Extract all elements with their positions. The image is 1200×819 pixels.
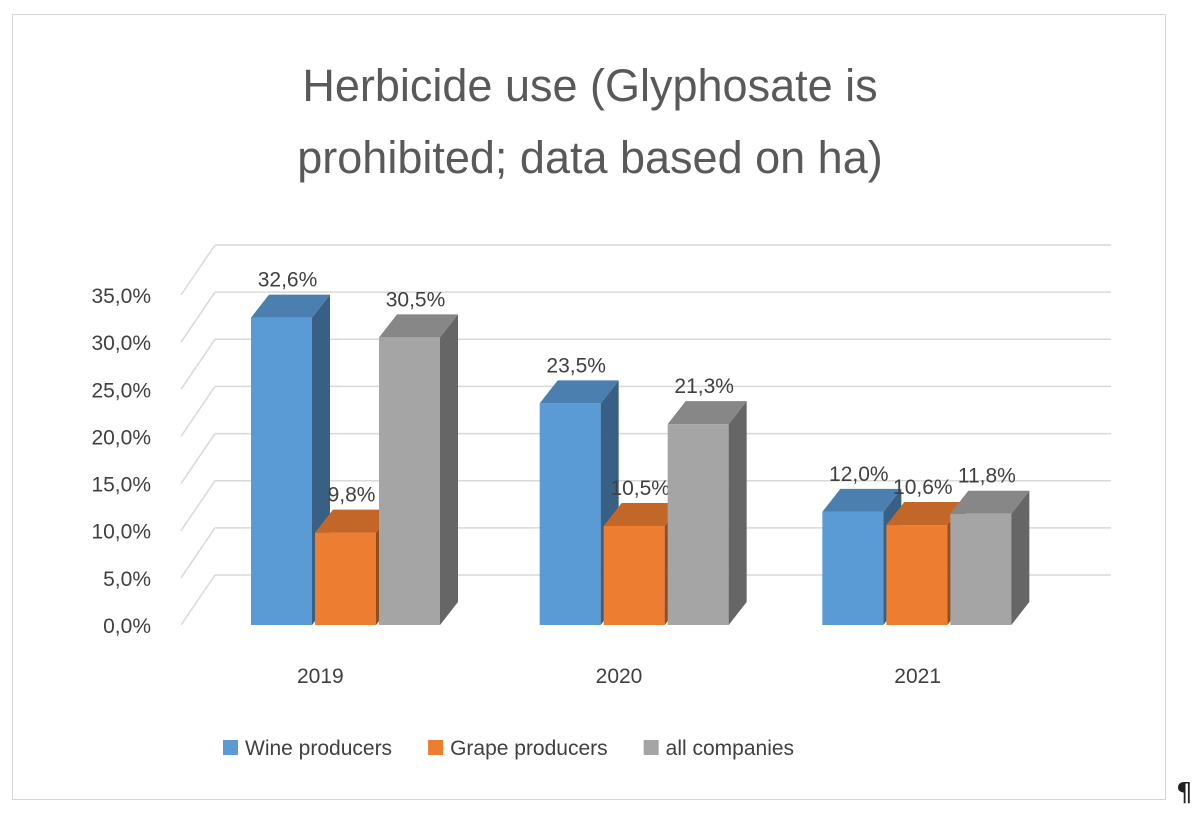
gridline-depth [180, 433, 216, 484]
y-tick-label: 20,0% [91, 426, 151, 449]
bar [251, 317, 312, 625]
data-label: 9,8% [328, 484, 376, 507]
bar-top [603, 503, 683, 526]
bar-side [728, 401, 747, 625]
bar [315, 532, 376, 625]
legend-swatch [643, 740, 659, 755]
legend-label: Wine producers [245, 737, 392, 760]
data-label: 32,6% [258, 269, 318, 292]
chart-title-line: prohibited; data based on ha) [297, 132, 882, 183]
data-label: 23,5% [546, 354, 606, 377]
legend-label: all companies [666, 737, 794, 760]
bar-top [667, 401, 747, 425]
y-tick-label: 0,0% [103, 615, 151, 638]
data-label: 12,0% [829, 463, 889, 486]
bar-top [539, 380, 619, 404]
data-label: 10,5% [610, 477, 670, 500]
data-label: 11,8% [958, 465, 1016, 488]
gridline-depth [180, 574, 216, 626]
bar-top [379, 314, 458, 338]
legend-label: Grape producers [450, 737, 608, 760]
bar-top [822, 488, 902, 512]
y-tick-label: 10,0% [91, 521, 151, 544]
bar [539, 403, 601, 625]
bar [379, 337, 440, 625]
y-tick-label: 25,0% [91, 379, 151, 402]
bar [886, 525, 948, 625]
gridline-depth [180, 244, 216, 296]
bar [667, 424, 729, 625]
gridline-depth [180, 527, 216, 579]
gridline-depth [180, 386, 216, 437]
x-tick-label: 2019 [297, 665, 344, 688]
bar [822, 511, 884, 625]
gridline-depth [180, 338, 216, 390]
bar-side [440, 314, 458, 625]
bar-top [950, 490, 1030, 514]
chart-frame: Herbicide use (Glyphosate is prohibited; … [12, 14, 1166, 800]
data-label: 30,5% [386, 288, 446, 311]
bar-side [1011, 490, 1030, 625]
gridline-depth [180, 480, 216, 532]
pilcrow-mark: ¶ [1176, 778, 1193, 808]
data-label: 21,3% [674, 375, 734, 398]
y-tick-label: 5,0% [103, 568, 151, 591]
legend-swatch [223, 740, 238, 755]
gridline-depth [180, 291, 216, 343]
bar [950, 513, 1012, 625]
data-label: 10,6% [893, 476, 953, 499]
chart: Herbicide use (Glyphosate is prohibited; … [91, 60, 1111, 760]
chart-title-line: Herbicide use (Glyphosate is [302, 60, 877, 111]
bar [603, 526, 665, 625]
x-tick-label: 2020 [596, 665, 643, 688]
bar-top [251, 294, 330, 318]
y-tick-label: 30,0% [91, 332, 151, 355]
legend-swatch [428, 740, 444, 755]
bar-top [886, 502, 966, 526]
x-tick-label: 2021 [894, 665, 941, 688]
y-tick-label: 15,0% [91, 474, 151, 497]
y-tick-label: 35,0% [91, 285, 151, 308]
bar-top [315, 509, 394, 533]
